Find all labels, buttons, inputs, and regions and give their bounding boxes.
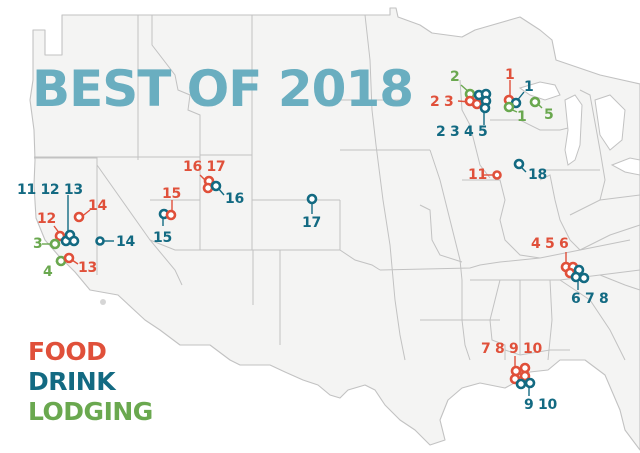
label-drink-co: 17 — [302, 215, 321, 231]
markers — [49, 88, 590, 390]
label-lodging-wi-1: 1 — [517, 109, 527, 125]
label-drink-ut: 16 — [225, 191, 244, 207]
legend: FOOD DRINK LODGING — [28, 337, 153, 427]
land-mass — [29, 7, 640, 451]
label-food-wi: 1 — [505, 67, 515, 83]
legend-drink: DRINK — [28, 367, 116, 396]
great-lakes — [518, 81, 640, 176]
label-food-ca-12: 12 — [37, 211, 56, 227]
connector-lines — [42, 80, 579, 396]
page-title: BEST OF 2018 — [32, 60, 414, 118]
label-food-mn: 2 3 — [430, 94, 454, 110]
label-food-il: 11 — [468, 167, 487, 183]
label-drink-tn: 6 7 8 — [571, 291, 609, 307]
label-lodging-ca-4: 4 — [43, 264, 53, 280]
state-borders — [34, 14, 640, 361]
legend-food: FOOD — [28, 337, 107, 366]
label-drink-wi: 1 — [524, 79, 534, 95]
label-lodging-wi-5: 5 — [544, 107, 554, 123]
label-food-ca-14: 14 — [88, 198, 107, 214]
label-food-tn: 4 5 6 — [531, 236, 569, 252]
label-drink-mn: 2 3 4 5 — [436, 124, 488, 140]
label-lodging-ca-3: 3 — [33, 236, 43, 252]
label-food-ut: 16 17 — [183, 159, 226, 175]
label-lodging-mn: 2 — [450, 69, 460, 85]
label-drink-ca: 11 12 13 — [17, 182, 83, 198]
label-drink-il: 18 — [528, 167, 547, 183]
label-drink-ca-14: 14 — [116, 234, 135, 250]
label-drink-la: 9 10 — [524, 397, 557, 413]
label-drink-nv: 15 — [153, 230, 172, 246]
legend-lodging: LODGING — [28, 397, 153, 426]
label-food-la: 7 8 9 10 — [481, 341, 542, 357]
label-food-ca-13: 13 — [78, 260, 97, 276]
island-dot — [100, 299, 106, 305]
label-food-nv: 15 — [162, 186, 181, 202]
